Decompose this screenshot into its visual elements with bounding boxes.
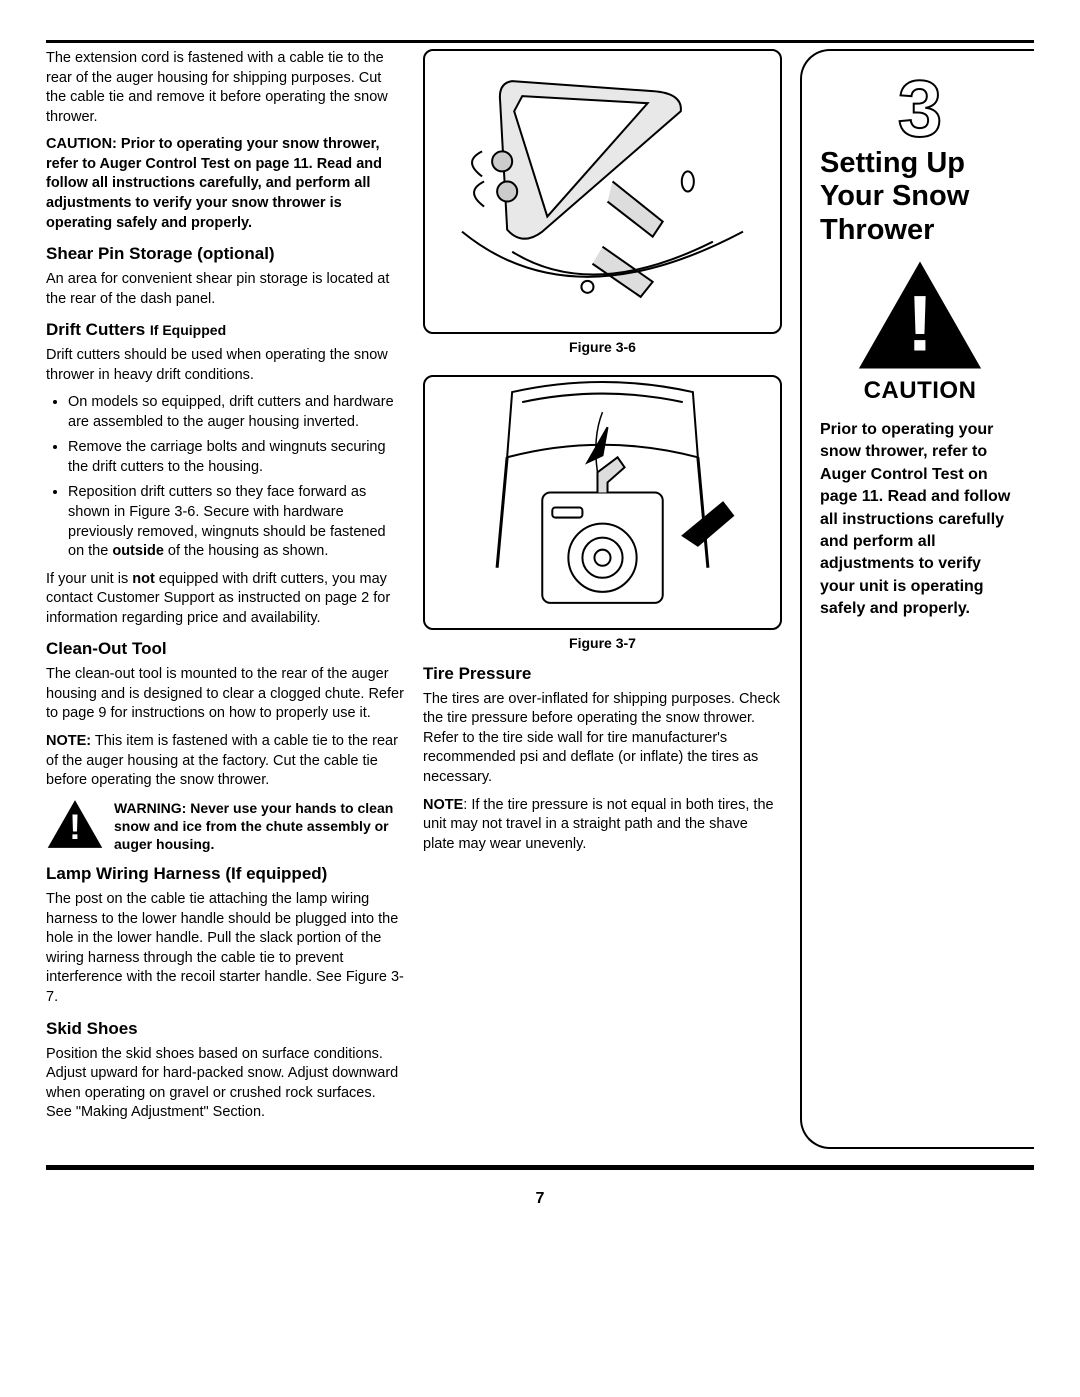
drift-cutter-diagram bbox=[425, 51, 780, 332]
list-item: Reposition drift cutters so they face fo… bbox=[68, 483, 405, 561]
svg-text:!: ! bbox=[907, 280, 933, 368]
sidebar-caution-text: Prior to operating your snow thrower, re… bbox=[820, 419, 1020, 621]
warning-text: WARNING: Never use your hands to clean s… bbox=[114, 799, 405, 854]
figure-label-3-7: Figure 3-7 bbox=[423, 634, 782, 653]
sidebar-title: Setting Up Your Snow Thrower bbox=[820, 147, 1020, 247]
list-item: On models so equipped, drift cutters and… bbox=[68, 393, 405, 432]
tire-note: NOTE: If the tire pressure is not equal … bbox=[423, 796, 782, 855]
drift-text: Drift cutters should be used when operat… bbox=[46, 346, 405, 385]
figure-3-6 bbox=[423, 49, 782, 334]
heading-drift-cutters: Drift Cutters If Equipped bbox=[46, 319, 405, 342]
lamp-text: The post on the cable tie attaching the … bbox=[46, 890, 405, 1007]
chapter-number: 3 bbox=[820, 73, 1020, 145]
figure-label-3-6: Figure 3-6 bbox=[423, 338, 782, 357]
heading-tire-pressure: Tire Pressure bbox=[423, 663, 782, 686]
heading-skid-shoes: Skid Shoes bbox=[46, 1018, 405, 1041]
shear-pin-text: An area for convenient shear pin storage… bbox=[46, 270, 405, 309]
figure-3-7 bbox=[423, 375, 782, 630]
svg-text:!: ! bbox=[69, 807, 81, 846]
tire-text: The tires are over-inflated for shipping… bbox=[423, 690, 782, 788]
drift-not-equipped: If your unit is not equipped with drift … bbox=[46, 570, 405, 629]
warning-icon: ! bbox=[46, 799, 104, 849]
main-columns: The extension cord is fastened with a ca… bbox=[46, 49, 782, 1149]
list-item: Remove the carriage bolts and wingnuts s… bbox=[68, 438, 405, 477]
caution-icon: ! bbox=[855, 259, 985, 371]
heading-lamp-wiring: Lamp Wiring Harness (If equipped) bbox=[46, 863, 405, 886]
lamp-wiring-diagram bbox=[425, 377, 780, 628]
clean-out-text: The clean-out tool is mounted to the rea… bbox=[46, 665, 405, 724]
skid-text: Position the skid shoes based on surface… bbox=[46, 1045, 405, 1123]
heading-shear-pin: Shear Pin Storage (optional) bbox=[46, 243, 405, 266]
clean-out-note: NOTE: This item is fastened with a cable… bbox=[46, 732, 405, 791]
intro-text: The extension cord is fastened with a ca… bbox=[46, 49, 405, 127]
page-number: 7 bbox=[46, 1190, 1034, 1208]
top-rule bbox=[46, 40, 1034, 43]
drift-list: On models so equipped, drift cutters and… bbox=[68, 393, 405, 562]
heading-clean-out: Clean-Out Tool bbox=[46, 638, 405, 661]
bottom-rule bbox=[46, 1165, 1034, 1170]
warning-block: ! WARNING: Never use your hands to clean… bbox=[46, 799, 405, 854]
right-column: Figure 3-6 bbox=[423, 49, 782, 1149]
left-column: The extension cord is fastened with a ca… bbox=[46, 49, 405, 1149]
inline-caution: CAUTION: Prior to operating your snow th… bbox=[46, 135, 405, 233]
chapter-sidebar: 3 Setting Up Your Snow Thrower ! CAUTION… bbox=[800, 49, 1034, 1149]
caution-label: CAUTION bbox=[820, 377, 1020, 405]
